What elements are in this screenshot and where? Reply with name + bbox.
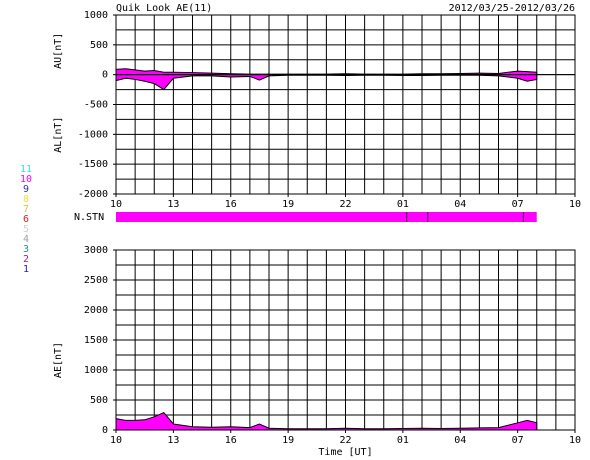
area-al [115,74,538,91]
station-label: 3 [23,244,29,255]
x-tick-label: 04 [454,199,466,210]
y-tick-label: 1000 [84,10,108,21]
x-tick-label: 10 [110,435,122,446]
y-axis-label: AU[nT] [53,33,64,69]
y-tick-label: -500 [84,100,108,111]
station-label: 7 [23,204,29,215]
y-tick-label: 2500 [84,275,108,286]
station-label: 8 [23,194,29,205]
area-ae [115,411,538,431]
y-tick-label: 1000 [84,365,108,376]
x-tick-label: 13 [167,199,179,210]
station-label: 4 [23,234,29,245]
x-tick-label: 10 [110,199,122,210]
y-tick-label: 500 [90,395,108,406]
x-axis-label: Time [UT] [318,447,372,458]
y-tick-label: 0 [102,70,108,81]
x-tick-label: 04 [454,435,466,446]
y-tick-label: 500 [90,40,108,51]
x-tick-label: 19 [282,199,294,210]
y-tick-label: 0 [102,425,108,436]
y-tick-label: -2000 [78,189,108,200]
date-range: 2012/03/25-2012/03/26 [449,3,575,14]
x-tick-label: 22 [339,435,351,446]
station-label: 2 [23,254,29,265]
x-tick-label: 16 [225,435,237,446]
x-tick-label: 07 [512,199,524,210]
station-bar [116,212,537,222]
station-label: 6 [23,214,29,225]
y-tick-label: -1500 [78,159,108,170]
station-label: 11 [20,164,32,175]
timeline-label: N.STN [74,212,104,223]
x-tick-label: 07 [512,435,524,446]
station-label: 5 [23,224,29,235]
y-tick-label: 3000 [84,245,108,256]
y-axis-label: AL[nT] [53,117,64,153]
y-tick-label: 2000 [84,305,108,316]
x-tick-label: 16 [225,199,237,210]
station-label: 10 [20,174,32,185]
y-tick-label: 1500 [84,335,108,346]
x-tick-label: 10 [569,435,581,446]
area-au [115,68,538,76]
x-tick-label: 10 [569,199,581,210]
y-tick-label: -1000 [78,129,108,140]
x-tick-label: 19 [282,435,294,446]
x-tick-label: 01 [397,199,409,210]
station-label: 9 [23,184,29,195]
x-tick-label: 01 [397,435,409,446]
y-axis-label: AE[nT] [53,342,64,378]
station-label: 1 [23,264,29,275]
title: Quik Look AE(11) [116,3,212,14]
x-tick-label: 22 [339,199,351,210]
x-tick-label: 13 [167,435,179,446]
